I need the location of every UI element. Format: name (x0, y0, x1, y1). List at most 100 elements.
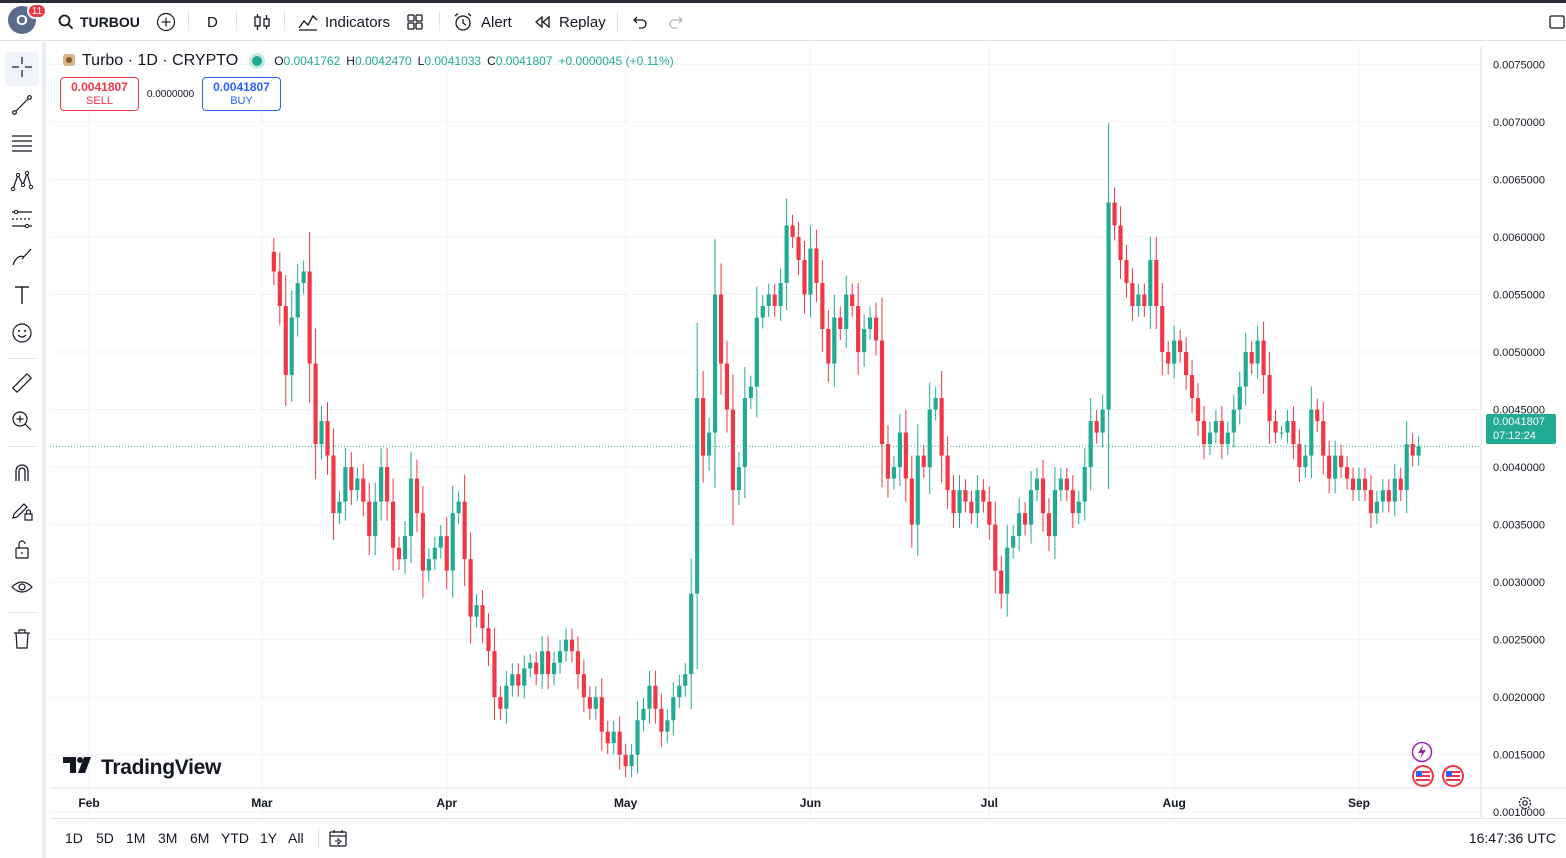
candle-body (1303, 455, 1308, 468)
magnet-tool[interactable] (5, 458, 39, 492)
alert-label: Alert (481, 13, 512, 31)
candle-body (1237, 386, 1242, 410)
candle-body (355, 478, 360, 491)
candle-body (879, 340, 885, 445)
candle-body (426, 559, 431, 571)
range-button-1m[interactable]: 1M (126, 830, 146, 846)
candle-body (1094, 421, 1099, 433)
tool-divider (8, 358, 36, 359)
undo-button[interactable] (630, 3, 648, 41)
candle-body (1309, 409, 1314, 456)
candle-body (319, 421, 324, 445)
smiley-icon (10, 321, 34, 350)
y-tick-label: 0.0065000 (1493, 174, 1545, 186)
candle-body (1124, 259, 1129, 284)
chart-type-button[interactable] (252, 3, 272, 41)
text-icon (10, 283, 34, 312)
fib-tool[interactable] (5, 128, 39, 162)
replay-button[interactable]: Replay (533, 3, 606, 41)
emoji-tool[interactable] (5, 318, 39, 352)
range-button-all[interactable]: All (288, 830, 304, 846)
buy-price: 0.0041807 (213, 80, 270, 94)
chart-pane[interactable]: 0.0075000 0.0070000 0.0065000 0.0060000 0.00… (50, 46, 1566, 858)
symbol-search-button[interactable]: TURBOU (58, 3, 140, 41)
lock-drawings-tool[interactable] (5, 534, 39, 568)
candle-body (1106, 202, 1111, 410)
alarm-clock-icon (452, 11, 474, 33)
us-flag-event-icon[interactable] (1440, 765, 1468, 792)
legend-open-key: O (274, 54, 284, 68)
fullscreen-button[interactable] (1548, 3, 1566, 41)
layouts-button[interactable] (405, 3, 425, 41)
candle-body (1070, 490, 1075, 514)
go-to-date-button[interactable] (328, 828, 348, 853)
measure-tool[interactable] (5, 368, 39, 402)
candle-body (486, 628, 491, 652)
range-button-1d[interactable]: 1D (65, 830, 83, 846)
events-lightning-icon[interactable] (1411, 741, 1433, 768)
settings-gear-icon[interactable] (1517, 795, 1533, 816)
crosshair-tool[interactable] (5, 52, 39, 86)
candle-body (605, 731, 610, 744)
interval-button[interactable]: D (207, 3, 218, 41)
y-tick-label: 0.0045000 (1493, 405, 1545, 417)
range-button-5d[interactable]: 5D (96, 830, 114, 846)
y-tick-label: 0.0010000 (1493, 807, 1545, 818)
candle-body (1112, 202, 1117, 226)
candle-body (677, 685, 682, 698)
candle-body (367, 501, 372, 537)
compare-symbol-button[interactable] (156, 3, 176, 41)
candle-body (629, 754, 634, 767)
text-tool[interactable] (5, 280, 39, 314)
candle-body (277, 271, 282, 307)
price-chart[interactable]: 0.0075000 0.0070000 0.0065000 0.0060000 0.00… (50, 46, 1566, 818)
brush-tool[interactable] (5, 242, 39, 276)
candle-body (891, 467, 897, 479)
alert-button[interactable]: Alert (452, 3, 512, 41)
candle-body (540, 651, 545, 675)
magnet-icon (10, 461, 34, 490)
candle-body (748, 386, 753, 399)
candle-body (778, 283, 783, 307)
range-button-3m[interactable]: 3M (158, 830, 178, 846)
indicators-button[interactable]: Indicators (297, 3, 390, 41)
stay-drawing-tool[interactable] (5, 496, 39, 530)
y-tick-label: 0.0040000 (1493, 462, 1545, 474)
candle-body (724, 363, 730, 410)
candle-body (689, 593, 694, 675)
redo-button[interactable] (668, 3, 686, 41)
remove-drawings-tool[interactable] (5, 624, 39, 658)
candle-body (635, 720, 640, 755)
range-button-6m[interactable]: 6M (190, 830, 210, 846)
candle-body (534, 662, 539, 675)
buy-button[interactable]: 0.0041807 BUY (202, 77, 281, 111)
candle-body (796, 236, 801, 260)
range-button-ytd[interactable]: YTD (221, 830, 249, 846)
candle-body (945, 455, 950, 491)
toolbar-divider (617, 11, 618, 31)
candle-body (557, 651, 563, 663)
pattern-icon (10, 169, 34, 198)
candle-body (790, 225, 795, 237)
candle-body (325, 421, 330, 456)
pattern-tool[interactable] (5, 166, 39, 200)
zoom-tool[interactable] (5, 406, 39, 440)
range-button-1y[interactable]: 1Y (260, 830, 278, 846)
utc-clock[interactable]: 16:47:36 UTC (1468, 830, 1556, 846)
candle-body (462, 501, 467, 560)
sell-button[interactable]: 0.0041807 SELL (60, 77, 139, 111)
candle-body (1404, 444, 1409, 491)
spread-value: 0.0000000 (146, 88, 195, 100)
candle-body (862, 329, 867, 353)
hide-drawings-tool[interactable] (5, 572, 39, 606)
market-status-dot[interactable] (252, 56, 263, 66)
us-flag-event-icon[interactable] (1410, 765, 1438, 792)
pencil-lock-icon (10, 499, 34, 528)
candle-body (969, 501, 974, 514)
candle-body (1034, 478, 1040, 491)
candle-body (707, 432, 712, 456)
forecast-tool[interactable] (5, 204, 39, 238)
trend-line-tool[interactable] (5, 90, 39, 124)
crosshair-icon (10, 55, 34, 84)
tradingview-logo[interactable]: TradingView (63, 756, 221, 780)
